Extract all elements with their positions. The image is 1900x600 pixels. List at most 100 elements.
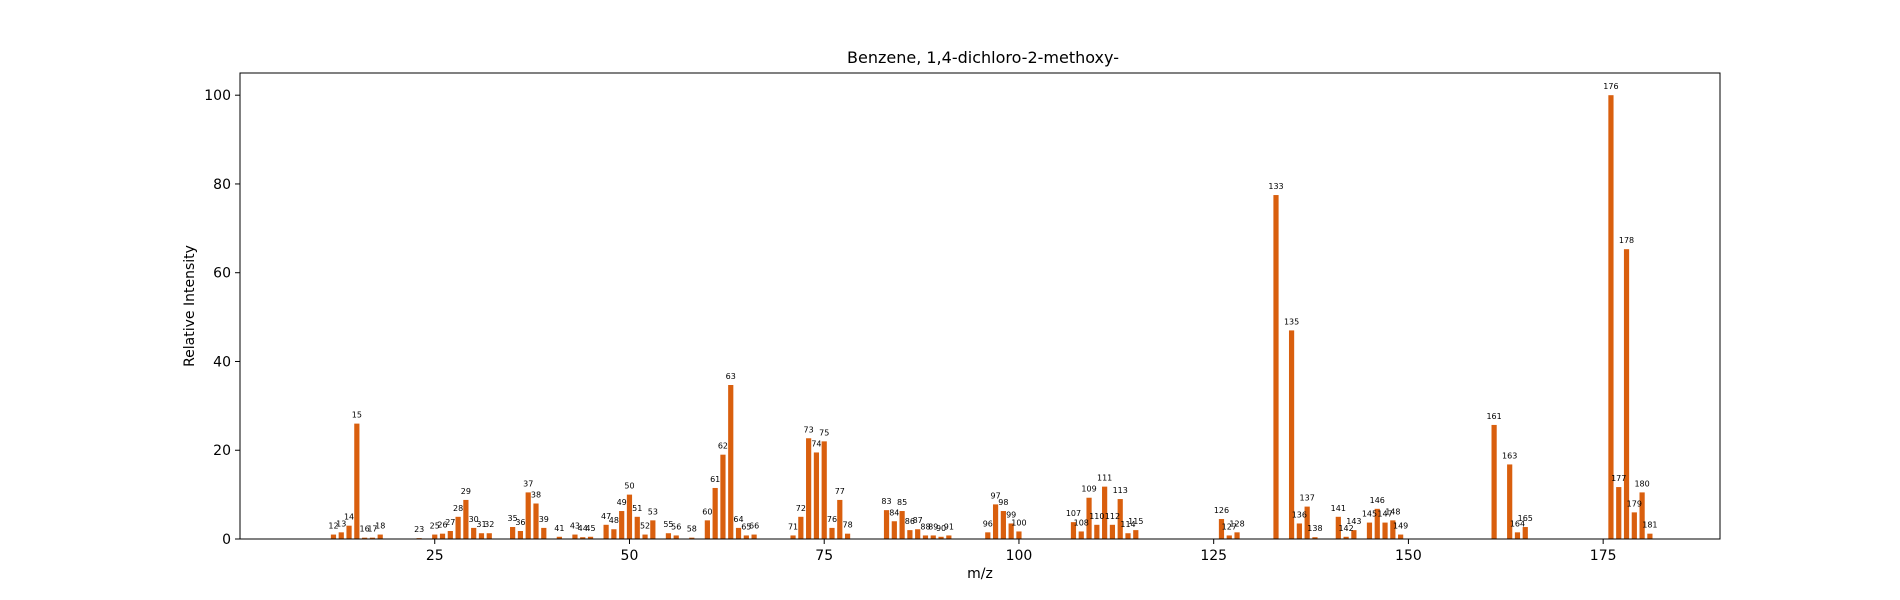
peak-bar: [1514, 532, 1521, 539]
peak-bar: [743, 535, 749, 539]
peak-label: 128: [1229, 519, 1244, 528]
peak-label: 61: [710, 475, 720, 484]
peak-bar: [1522, 527, 1528, 539]
peak-label: 136: [1292, 510, 1307, 519]
peak-label: 36: [515, 518, 525, 527]
peak-bar: [883, 510, 890, 539]
peak-bar: [1102, 486, 1108, 539]
peak-label: 127: [1222, 522, 1237, 531]
peak-label: 76: [827, 515, 837, 524]
peak-label: 41: [554, 524, 564, 533]
peak-bar: [806, 438, 812, 539]
peak-label: 15: [352, 411, 362, 420]
peak-bar: [525, 492, 531, 539]
peak-bar: [720, 454, 726, 539]
peak-bar: [1133, 530, 1139, 539]
x-tick-label: 150: [1395, 548, 1422, 564]
peak-bar: [922, 535, 929, 539]
peak-label: 14: [344, 513, 354, 522]
peak-bar: [541, 527, 547, 539]
peak-label: 44: [578, 524, 588, 533]
peak-label: 28: [453, 504, 463, 513]
peak-label: 49: [617, 498, 627, 507]
peak-bar: [471, 527, 477, 539]
peak-bar: [665, 533, 672, 539]
peak-label: 143: [1346, 517, 1361, 526]
peak-bar: [728, 385, 734, 539]
peak-label: 26: [437, 521, 447, 530]
peak-label: 75: [819, 428, 829, 437]
y-tick-label: 100: [204, 88, 231, 104]
peak-label: 13: [336, 519, 346, 528]
peak-bar: [634, 516, 640, 539]
peak-label: 165: [1518, 514, 1533, 523]
peak-bar: [1226, 535, 1232, 539]
peak-label: 181: [1642, 521, 1657, 530]
peak-label: 97: [990, 491, 1000, 500]
peak-bar: [478, 533, 485, 539]
peak-bar: [844, 533, 851, 539]
peak-bar: [813, 452, 820, 539]
peak-label: 135: [1284, 317, 1299, 326]
peak-label: 62: [718, 442, 728, 451]
peak-label: 55: [663, 520, 673, 529]
peak-label: 148: [1385, 507, 1400, 516]
peak-bar: [946, 535, 952, 539]
peak-bar: [463, 499, 469, 539]
peak-bar: [1366, 522, 1373, 539]
peak-label: 65: [741, 522, 751, 531]
peak-bar: [580, 537, 586, 539]
peak-label: 88: [920, 522, 930, 531]
peak-bar: [798, 516, 804, 539]
peak-label: 137: [1300, 494, 1315, 503]
peak-bar: [891, 521, 897, 539]
peak-label: 84: [889, 508, 899, 517]
x-axis-ticks: 25 50 75 100 125 150 175: [426, 539, 1617, 564]
peak-label: 72: [796, 504, 806, 513]
peak-label: 177: [1611, 474, 1626, 483]
peak-label: 29: [461, 487, 471, 496]
peak-label: 51: [632, 504, 642, 513]
peak-bar: [377, 534, 383, 539]
peak-label: 50: [624, 482, 634, 491]
peak-label: 145: [1362, 510, 1377, 519]
peak-label: 45: [585, 524, 595, 533]
peak-label: 17: [367, 525, 377, 534]
peak-bar: [1639, 492, 1645, 539]
peak-label: 107: [1066, 509, 1081, 518]
peak-bar: [689, 537, 695, 539]
peak-label: 100: [1011, 518, 1026, 527]
peak-label: 64: [733, 515, 743, 524]
peak-label: 164: [1510, 519, 1525, 528]
peak-label: 32: [484, 520, 494, 529]
peak-label: 53: [648, 507, 658, 516]
x-tick-label: 100: [1006, 548, 1033, 564]
peak-bar: [1000, 511, 1006, 539]
peak-label: 23: [414, 525, 424, 534]
peak-bar: [1008, 523, 1014, 539]
x-tick-label: 175: [1590, 548, 1617, 564]
peak-label: 149: [1393, 522, 1408, 531]
peak-bar: [1343, 536, 1349, 539]
y-tick-label: 80: [213, 177, 231, 193]
peak-bar: [587, 536, 594, 539]
peak-bar: [899, 511, 905, 539]
peak-label: 141: [1331, 504, 1346, 513]
peak-label: 48: [609, 516, 619, 525]
peak-label: 77: [835, 487, 845, 496]
peak-label: 39: [539, 515, 549, 524]
peak-bar: [1117, 499, 1123, 539]
peak-bar: [346, 525, 352, 539]
peak-bar: [673, 535, 679, 539]
peak-label: 43: [570, 522, 580, 531]
peak-label: 56: [671, 522, 681, 531]
peak-bar: [642, 534, 648, 539]
peak-bar: [1125, 533, 1131, 539]
peak-bar: [790, 535, 796, 539]
peak-bar: [992, 504, 999, 539]
peak-bar: [330, 534, 337, 539]
y-tick-label: 0: [222, 532, 231, 548]
